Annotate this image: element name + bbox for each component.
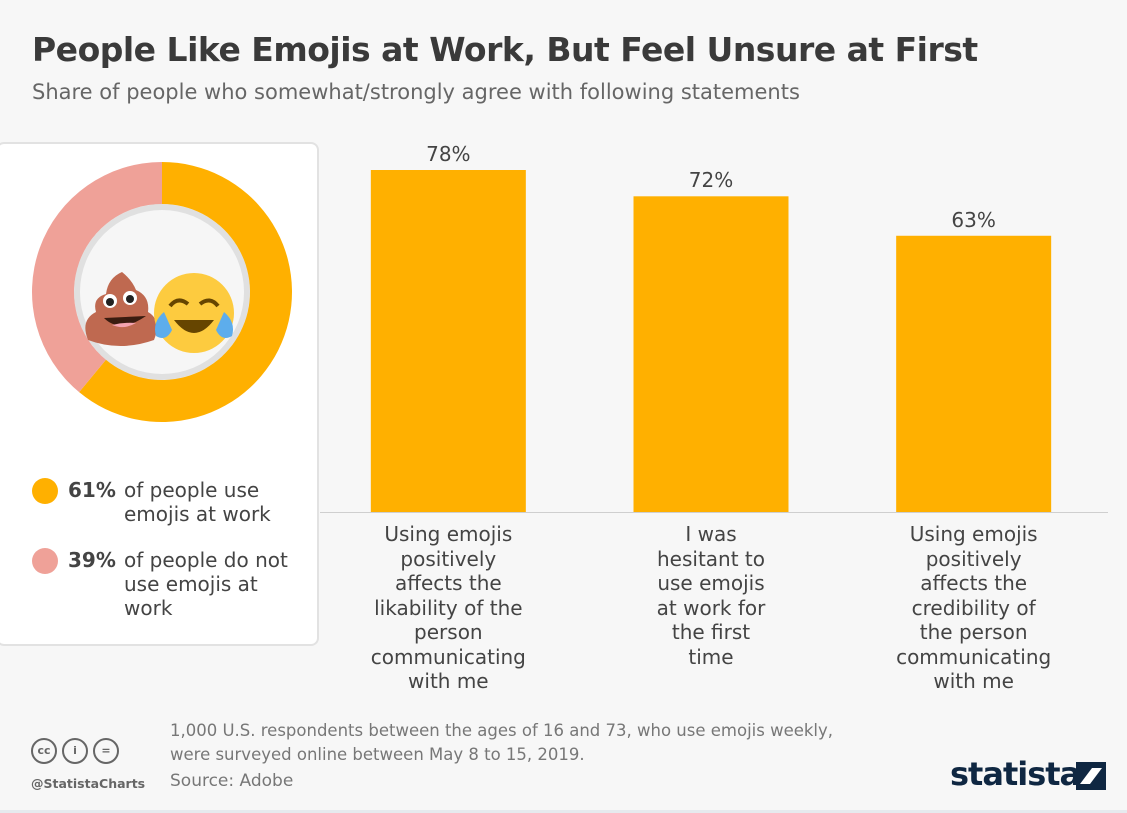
survey-note: 1,000 U.S. respondents between the ages … bbox=[170, 719, 833, 767]
category-label: I was hesitant to use emojis at work for… bbox=[656, 522, 766, 669]
attribution-icon: i bbox=[62, 738, 88, 764]
donut-slice bbox=[79, 162, 292, 422]
note-line: 1,000 U.S. respondents between the ages … bbox=[170, 721, 834, 740]
bar bbox=[896, 235, 1052, 512]
tears-of-joy-icon bbox=[154, 273, 234, 353]
bar-value-label: 63% bbox=[951, 207, 996, 232]
category-label: Using emojis positively affects the cred… bbox=[896, 522, 1052, 693]
bar bbox=[633, 196, 789, 513]
subtitle: Share of people who somewhat/strongly ag… bbox=[32, 80, 800, 104]
bar-value-label: 72% bbox=[688, 168, 734, 193]
legend-text: of people do not use emojis at work bbox=[124, 548, 288, 620]
cc-icon: cc bbox=[31, 738, 57, 764]
no-derivatives-icon: = bbox=[93, 738, 119, 764]
legend-dot-pink bbox=[32, 548, 58, 574]
statista-logo-mark-icon bbox=[1076, 762, 1106, 790]
legend-text: of people use emojis at work bbox=[124, 478, 271, 526]
statista-logo[interactable]: statista bbox=[950, 755, 1081, 793]
legend-dot-yellow bbox=[32, 478, 58, 504]
bar-value-label: 78% bbox=[426, 142, 471, 166]
page-title: People Like Emojis at Work, But Feel Uns… bbox=[32, 30, 978, 69]
note-line: were surveyed online between May 8 to 15… bbox=[170, 745, 585, 764]
bar bbox=[370, 170, 526, 512]
statista-handle[interactable]: @StatistaCharts bbox=[31, 776, 146, 791]
legend-pct: 61% bbox=[68, 478, 116, 502]
donut-slice bbox=[31, 162, 162, 393]
donut-chart bbox=[31, 162, 292, 422]
source: Source: Adobe bbox=[170, 771, 294, 791]
legend-pct: 39% bbox=[68, 548, 116, 572]
category-label: Using emojis positively affects the lika… bbox=[370, 522, 526, 693]
pile-of-poo-icon bbox=[85, 272, 157, 346]
